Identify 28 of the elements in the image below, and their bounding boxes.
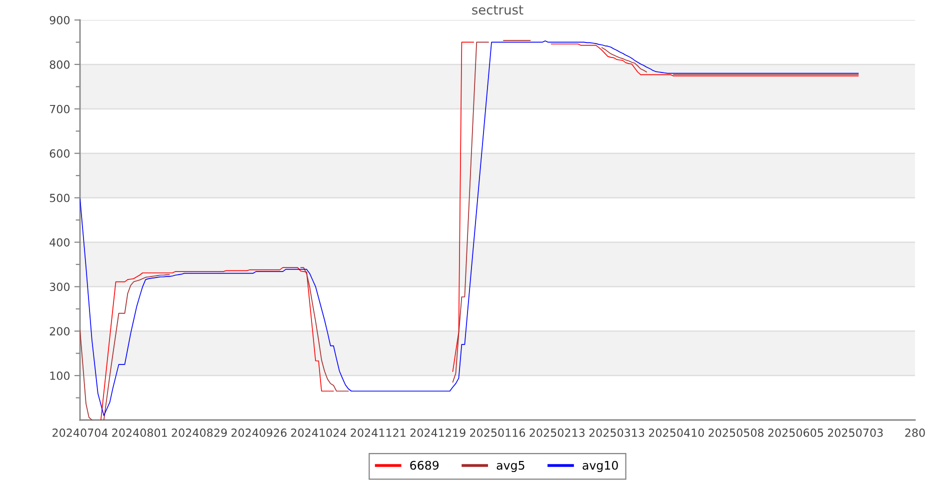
x-tick-label: 20241024 [291,428,346,437]
x-tick-label: 20250213 [530,428,585,437]
x-tick-label: 20240801 [112,428,167,437]
y-tick-label: 200 [50,327,70,336]
x-tick-label: 20240926 [231,428,287,437]
x-tick-label: 20250116 [470,428,526,437]
x-tick-label: 20240829 [172,428,227,437]
y-tick-label: 900 [50,16,70,24]
x-tick-label: 20241219 [410,428,466,437]
legend-label: 6689 [410,460,439,470]
y-tick-label: 700 [50,104,70,114]
y-tick-label: 500 [50,194,70,202]
x-tick-label: 20250508 [708,428,764,437]
legend-label: avg5 [496,460,524,472]
x-tick-label: 20250313 [589,428,644,437]
x-tick-label: 20241121 [350,428,406,437]
x-tick-label: 20240704 [52,428,108,437]
x-tick-label: 20250703 [828,428,883,437]
chart-title: sectrust [472,5,524,15]
y-tick-label: 300 [50,282,70,292]
y-tick-label: 100 [50,372,70,380]
x-tick-label: 20250605 [768,428,824,437]
y-tick-label: 400 [50,238,70,247]
y-tick-label: 800 [50,60,70,69]
legend-label: avg10 [582,460,618,472]
x-tick-label: 280 [905,428,925,437]
x-tick-label: 20250410 [648,428,704,437]
y-tick-label: 600 [50,149,70,158]
